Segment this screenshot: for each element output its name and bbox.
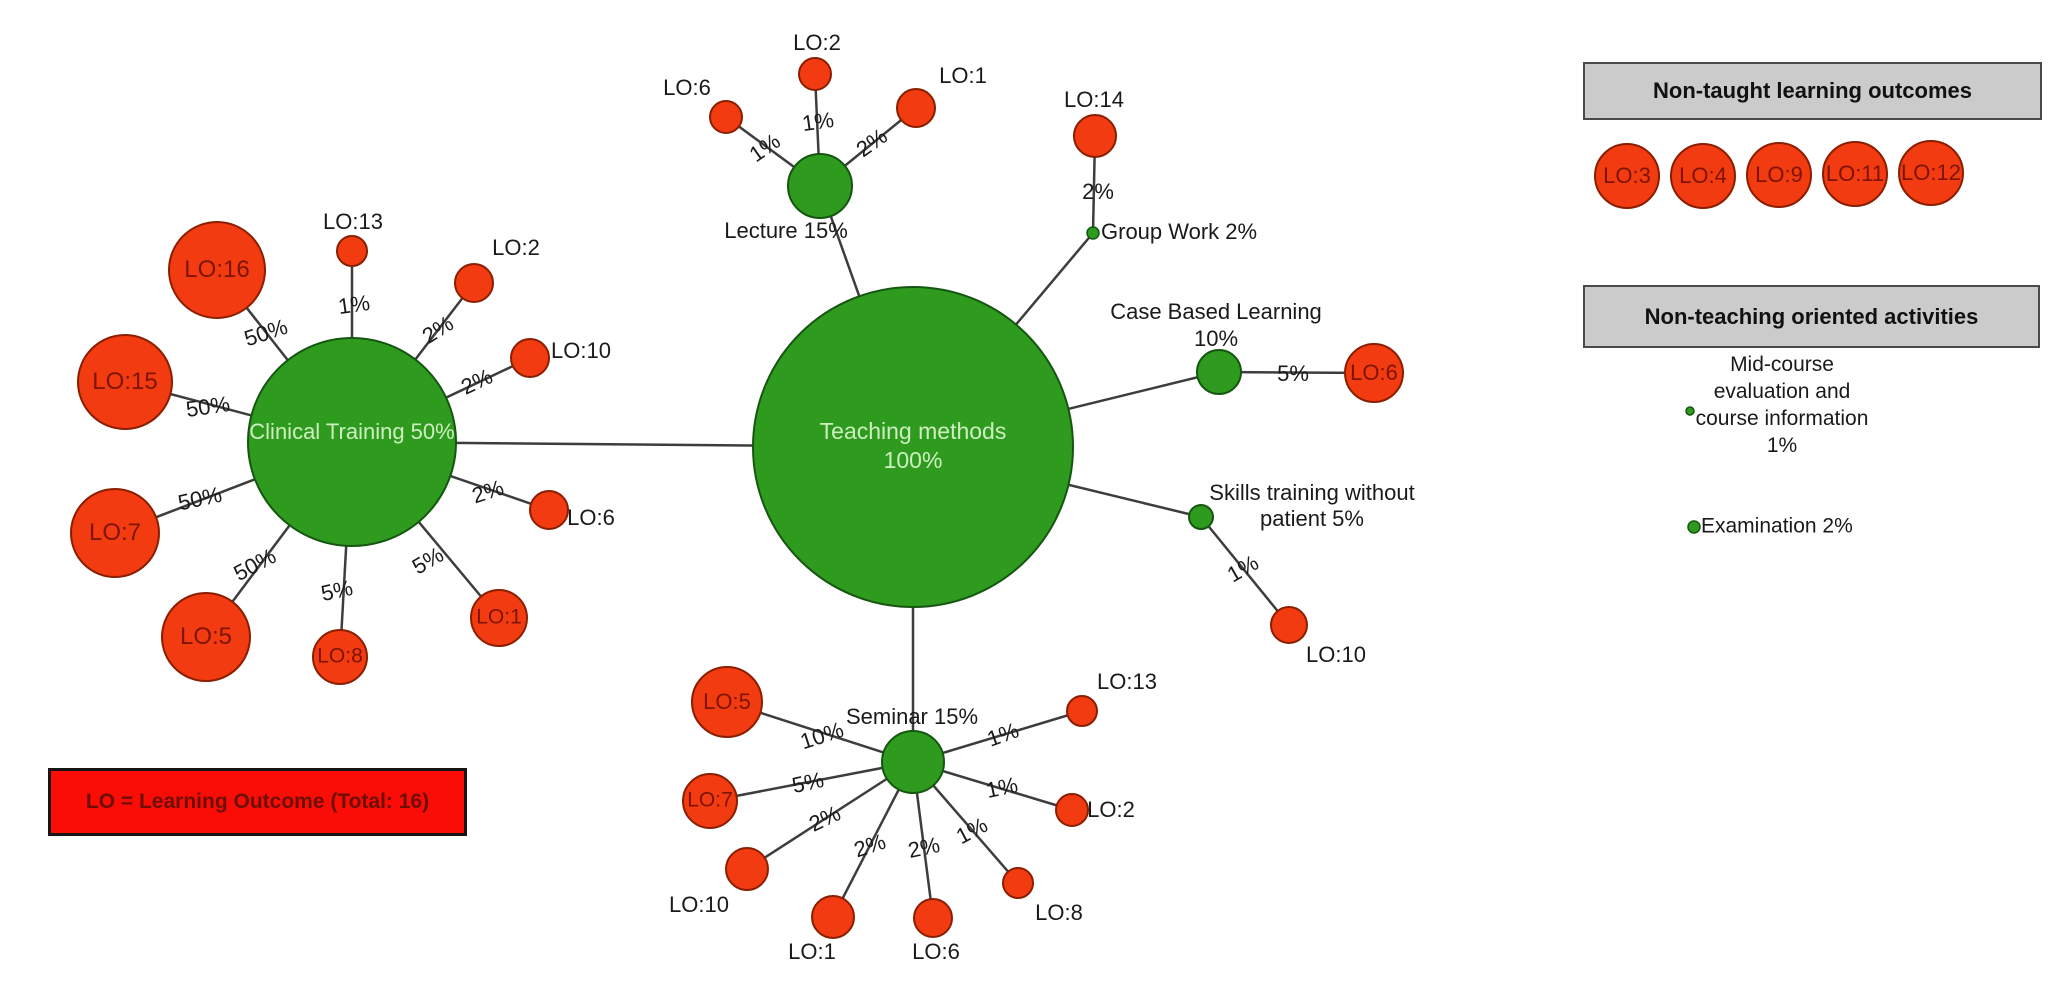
non-taught-box: Non-taught learning outcomes [1583,62,2042,120]
label-lecture-lo2: LO:2 [793,30,841,56]
label-group-work: Group Work 2% [1101,219,1258,245]
label-seminar-lo10: LO:10 [669,892,729,918]
node-seminar-lo8 [1002,867,1034,899]
label-clinical-lo10: LO:10 [551,338,611,364]
node-clinical-lo16 [168,221,266,319]
non-teaching-title: Non-teaching oriented activities [1644,303,1979,329]
label-seminar-lo5: LO:5 [703,689,751,715]
node-clinical-lo5 [161,592,251,682]
edge-label-clinical-lo13-pct: 1% [336,289,372,320]
node-seminar-lo5 [691,666,763,738]
label-clinical-lo1: LO:1 [476,605,522,629]
edge-seminar-lo10 [746,760,914,871]
edge-skills-lo10 [1200,516,1290,626]
label-seminar-lo7: LO:7 [687,788,733,812]
label-clinical-lo7: LO:7 [88,518,142,546]
node-panel-lo3 [1594,143,1660,209]
node-examination-dot [1687,520,1701,534]
label-group-work-lo14: LO:14 [1064,87,1124,113]
node-lecture-lo1 [896,88,936,128]
node-teaching-methods [752,286,1074,608]
label-clinical-lo8: LO:8 [317,644,363,668]
node-clinical-lo1 [470,589,528,647]
node-group-work-lo14 [1073,114,1117,158]
node-lecture [787,153,853,219]
node-lecture-lo6 [709,100,743,134]
node-group-work [1086,226,1100,240]
node-clinical-lo6 [529,490,569,530]
examination-label: Examination 2% [1701,514,1853,538]
label-clinical-training: Clinical Training 50% [249,419,455,445]
label-panel-lo4: LO:4 [1679,163,1727,189]
node-panel-lo11 [1822,141,1888,207]
node-clinical-lo7 [70,488,160,578]
node-panel-lo9 [1746,142,1812,208]
edge-label-group-work-lo14-pct: 2% [1082,179,1114,205]
node-seminar-lo1 [811,895,855,939]
label-seminar: Seminar 15% [845,704,979,730]
edge-label-lecture-lo2-pct: 1% [800,106,836,137]
non-taught-title: Non-taught learning outcomes [1653,78,1972,103]
legend-label: LO = Learning Outcome (Total: 16) [85,790,430,813]
label-clinical-lo15: LO:15 [92,367,158,395]
node-clinical-training [247,337,457,547]
label-panel-lo3: LO:3 [1603,163,1651,189]
label-seminar-lo13: LO:13 [1097,669,1157,695]
label-lecture-lo1: LO:1 [939,63,987,89]
label-seminar-lo1: LO:1 [788,939,836,965]
label-clinical-lo6: LO:6 [567,505,615,531]
label-clinical-lo2: LO:2 [492,235,540,261]
node-seminar-lo10 [725,847,769,891]
legend-box: LO = Learning Outcome (Total: 16) [48,768,467,836]
node-clinical-lo8 [312,629,368,685]
node-clinical-lo10 [510,338,550,378]
node-clinical-lo2 [454,263,494,303]
node-seminar [881,730,945,794]
label-panel-lo9: LO:9 [1755,162,1803,188]
node-seminar-lo2 [1055,793,1089,827]
node-skills-training [1188,504,1214,530]
node-seminar-lo13 [1066,695,1098,727]
label-seminar-lo6: LO:6 [912,939,960,965]
label-seminar-lo2: LO:2 [1087,797,1135,823]
label-panel-lo12: LO:12 [1901,160,1961,186]
node-seminar-lo7 [682,773,738,829]
edge-label-case-lo6-pct: 5% [1277,361,1309,387]
label-lecture-lo6: LO:6 [663,75,711,101]
node-panel-lo12 [1898,140,1964,206]
node-midcourse-dot [1685,406,1695,416]
label-teaching-methods: Teaching methods 100% [819,418,1007,473]
node-lecture-lo2 [798,57,832,91]
non-teaching-box: Non-teaching oriented activities [1583,285,2040,348]
label-panel-lo11: LO:11 [1825,161,1885,187]
label-seminar-lo8: LO:8 [1035,900,1083,926]
node-seminar-lo6 [913,898,953,938]
label-case-based-learning: Case Based Learning 10% [1110,299,1322,351]
label-case-lo6: LO:6 [1350,360,1398,386]
node-clinical-lo13 [336,235,368,267]
label-clinical-lo16: LO:16 [184,255,250,283]
node-case-lo6 [1344,343,1404,403]
label-clinical-lo5: LO:5 [179,622,233,650]
label-skills-lo10: LO:10 [1306,642,1366,668]
label-lecture: Lecture 15% [724,218,848,244]
node-clinical-lo15 [77,334,173,430]
edge-seminar-lo7 [709,760,914,803]
label-skills-training: Skills training without patient 5% [1209,480,1415,531]
node-panel-lo4 [1670,143,1736,209]
node-skills-lo10 [1270,606,1308,644]
node-case-based-learning [1196,349,1242,395]
midcourse-label: Mid-course evaluation and course informa… [1695,353,1869,457]
label-clinical-lo13: LO:13 [323,209,383,235]
